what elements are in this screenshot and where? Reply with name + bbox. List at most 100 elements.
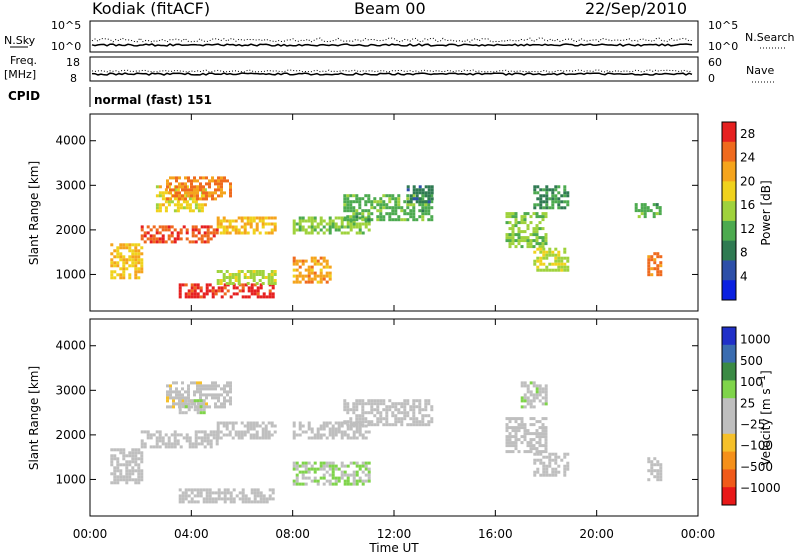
heatmap-cell bbox=[140, 264, 144, 268]
heatmap-cell bbox=[427, 197, 431, 201]
heatmap-cell bbox=[358, 420, 362, 424]
heatmap-cell bbox=[367, 470, 371, 474]
heatmap-cell bbox=[270, 231, 274, 235]
heatmap-cell bbox=[430, 206, 434, 210]
heatmap-cell bbox=[164, 240, 168, 244]
heatmap-cell bbox=[119, 252, 123, 256]
heatmap-cell bbox=[328, 427, 332, 431]
heatmap-cell bbox=[652, 212, 656, 216]
heatmap-cell bbox=[113, 481, 117, 485]
heatmap-cell bbox=[125, 466, 129, 470]
heatmap-cell bbox=[113, 261, 117, 265]
heatmap-cell bbox=[131, 472, 135, 476]
heatmap-cell bbox=[560, 194, 564, 198]
heatmap-cell bbox=[268, 289, 272, 293]
heatmap-cell bbox=[292, 424, 296, 428]
heatmap-cell bbox=[337, 421, 341, 425]
heatmap-cell bbox=[225, 219, 229, 223]
heatmap-cell bbox=[364, 216, 368, 220]
heatmap-cell bbox=[544, 215, 548, 219]
heatmap-cell bbox=[131, 478, 135, 482]
heatmap-cell bbox=[134, 478, 138, 482]
heatmap-cell bbox=[554, 200, 558, 204]
heatmap-cell bbox=[337, 228, 341, 232]
heatmap-cell bbox=[152, 225, 156, 229]
heatmap-cell bbox=[184, 197, 187, 201]
heatmap-cell bbox=[376, 402, 380, 406]
heatmap-cell bbox=[220, 286, 224, 290]
heatmap-cell bbox=[526, 236, 530, 240]
heatmap-cell bbox=[364, 461, 368, 465]
heatmap-cell bbox=[304, 467, 308, 471]
heatmap-cell bbox=[424, 423, 428, 427]
heatmap-cell bbox=[400, 402, 404, 406]
heatmap-cell bbox=[325, 421, 329, 425]
heatmap-cell bbox=[237, 279, 241, 282]
heatmap-cell bbox=[325, 222, 329, 226]
heatmap-cell bbox=[166, 197, 169, 201]
heatmap-cell bbox=[255, 225, 259, 229]
heatmap-cell bbox=[544, 242, 548, 246]
heatmap-cell bbox=[544, 441, 548, 445]
heatmap-cell bbox=[113, 472, 117, 476]
heatmap-cell bbox=[249, 225, 253, 229]
heatmap-cell bbox=[164, 209, 168, 213]
heatmap-cell bbox=[529, 245, 533, 249]
heatmap-cell bbox=[376, 209, 380, 213]
heatmap-cell bbox=[249, 433, 253, 437]
heatmap-cell bbox=[271, 292, 275, 296]
heatmap-cell bbox=[328, 219, 332, 223]
heatmap-cell bbox=[240, 433, 244, 437]
heatmap-cell bbox=[175, 381, 178, 385]
heatmap-cell bbox=[137, 472, 141, 476]
heatmap-cell bbox=[140, 451, 144, 455]
heatmap-cell bbox=[206, 234, 210, 238]
heatmap-cell bbox=[412, 194, 416, 198]
heatmap-cell bbox=[205, 491, 209, 495]
heatmap-cell bbox=[164, 442, 168, 446]
heatmap-cell bbox=[298, 424, 302, 428]
heatmap-cell bbox=[158, 430, 162, 434]
heatmap-cell bbox=[179, 445, 183, 449]
heatmap-cell bbox=[310, 268, 314, 272]
heatmap-cell bbox=[193, 292, 197, 296]
heatmap-cell bbox=[409, 197, 413, 201]
heatmap-cell bbox=[173, 228, 177, 232]
heatmap-cell bbox=[349, 417, 353, 421]
heatmap-cell bbox=[178, 295, 182, 299]
heatmap-cell bbox=[340, 473, 344, 477]
heatmap-cell bbox=[542, 467, 546, 471]
heatmap-cell bbox=[659, 475, 663, 479]
heatmap-cell bbox=[517, 236, 521, 240]
heatmap-cell bbox=[176, 237, 180, 241]
heatmap-cell bbox=[514, 432, 518, 436]
heatmap-cell bbox=[264, 222, 268, 226]
heatmap-cell bbox=[176, 442, 180, 446]
heatmap-cell bbox=[196, 292, 200, 296]
heatmap-cell bbox=[234, 225, 238, 229]
heatmap-cell bbox=[640, 206, 644, 210]
heatmap-cell bbox=[650, 255, 654, 259]
heatmap-cell bbox=[328, 231, 332, 235]
heatmap-cell bbox=[646, 209, 650, 213]
heatmap-cell bbox=[190, 182, 193, 186]
heatmap-cell bbox=[181, 399, 184, 403]
heatmap-cell bbox=[385, 423, 389, 427]
heatmap-cell bbox=[554, 194, 558, 198]
heatmap-cell bbox=[322, 219, 326, 223]
heatmap-cell bbox=[520, 245, 524, 249]
heatmap-cell bbox=[256, 494, 260, 498]
heatmap-cell bbox=[188, 197, 192, 201]
heatmap-cell bbox=[352, 200, 356, 204]
heatmap-cell bbox=[223, 286, 227, 290]
heatmap-cell bbox=[222, 276, 226, 279]
heatmap-cell bbox=[310, 225, 314, 229]
heatmap-cell bbox=[211, 500, 215, 504]
heatmap-cell bbox=[216, 427, 220, 431]
heatmap-cell bbox=[190, 381, 193, 385]
heatmap-cell bbox=[406, 203, 410, 207]
heatmap-cell bbox=[505, 435, 509, 439]
heatmap-cell bbox=[214, 292, 218, 296]
heatmap-cell bbox=[659, 469, 663, 473]
heatmap-cell bbox=[223, 191, 226, 195]
